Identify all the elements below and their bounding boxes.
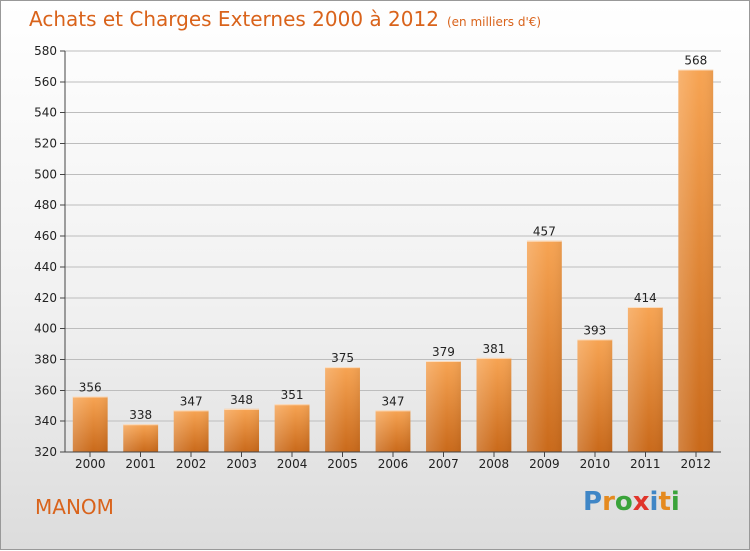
data-label: 375: [331, 351, 354, 365]
chart-unit: (en milliers d'€): [446, 15, 542, 29]
data-label: 347: [382, 394, 405, 408]
gridlines: [65, 50, 721, 453]
y-tick-label: 520: [34, 137, 57, 151]
logo-letter: r: [602, 487, 615, 517]
x-tick-label: 2008: [479, 457, 510, 471]
bar-shine: [173, 410, 209, 452]
data-label: 379: [432, 345, 455, 359]
y-tick-label: 460: [34, 229, 57, 243]
x-tick-label: 2009: [529, 457, 560, 471]
chart-title: Achats et Charges Externes 2000 à 2012 (e…: [29, 7, 541, 31]
y-tick-label: 320: [34, 445, 57, 459]
y-tick-label: 560: [34, 75, 57, 89]
x-tick-label: 2012: [680, 457, 711, 471]
city-name: MANOM: [35, 495, 114, 519]
data-label: 381: [482, 342, 505, 356]
bars: [72, 69, 714, 452]
bar-shine: [375, 410, 411, 452]
x-tick-label: 2001: [125, 457, 156, 471]
x-tick-label: 2003: [226, 457, 257, 471]
data-label: 351: [281, 388, 304, 402]
data-label: 414: [634, 291, 657, 305]
x-tick-label: 2005: [327, 457, 358, 471]
data-labels: 356 338 347 348 351 375 347 379 381 457 393 414 568: [79, 54, 707, 423]
bar-shine: [123, 424, 159, 452]
data-label: 393: [583, 323, 606, 337]
y-tick-label: 380: [34, 352, 57, 366]
bar-shine: [526, 240, 562, 452]
bar-shine: [678, 69, 714, 452]
y-tick-label: 540: [34, 106, 57, 120]
x-tick-label: 2007: [428, 457, 459, 471]
x-tick-label: 2011: [630, 457, 661, 471]
bar-shine: [274, 404, 310, 452]
y-tick-label: 400: [34, 322, 57, 336]
x-tick-label: 2000: [75, 457, 106, 471]
y-tick-label: 580: [34, 44, 57, 58]
y-tick-label: 360: [34, 383, 57, 397]
logo-letter: t: [658, 487, 671, 517]
bar-shine: [325, 367, 360, 452]
logo-letter: P: [583, 487, 603, 517]
x-tick-label: 2006: [378, 457, 409, 471]
x-tick-label: 2004: [277, 457, 308, 471]
logo-letter: o: [614, 487, 633, 517]
bar-shine: [72, 396, 108, 452]
data-label: 338: [129, 408, 152, 422]
y-tick-label: 480: [34, 198, 57, 212]
proxiti-logo: Proxiti: [583, 487, 680, 517]
y-tick-label: 500: [34, 167, 57, 181]
bar-shine: [627, 307, 663, 452]
y-tick-label: 340: [34, 414, 57, 428]
x-tick-label: 2002: [176, 457, 207, 471]
chart-title-text: Achats et Charges Externes 2000 à 2012: [29, 7, 439, 31]
data-label: 347: [180, 394, 203, 408]
logo-letter: i: [670, 487, 680, 517]
y-axis: 320 340 360 380 400 420 440 460 480 500 520 540 560 5…: [34, 44, 66, 459]
data-label: 356: [79, 380, 102, 394]
logo-letter: x: [632, 487, 650, 517]
y-tick-label: 440: [34, 260, 57, 274]
data-label: 348: [230, 393, 253, 407]
x-axis: 2000 2001 2002 2003 2004 2005 2006 2007 2008 2009…: [65, 451, 721, 471]
data-label: 457: [533, 225, 556, 239]
y-tick-label: 420: [34, 291, 57, 305]
data-label: 568: [684, 54, 707, 68]
x-tick-label: 2010: [580, 457, 611, 471]
bar-shine: [577, 339, 613, 452]
logo-letter: i: [649, 487, 659, 517]
bar-shine: [476, 357, 512, 452]
bar-shine: [426, 361, 461, 452]
bar-shine: [224, 408, 260, 452]
